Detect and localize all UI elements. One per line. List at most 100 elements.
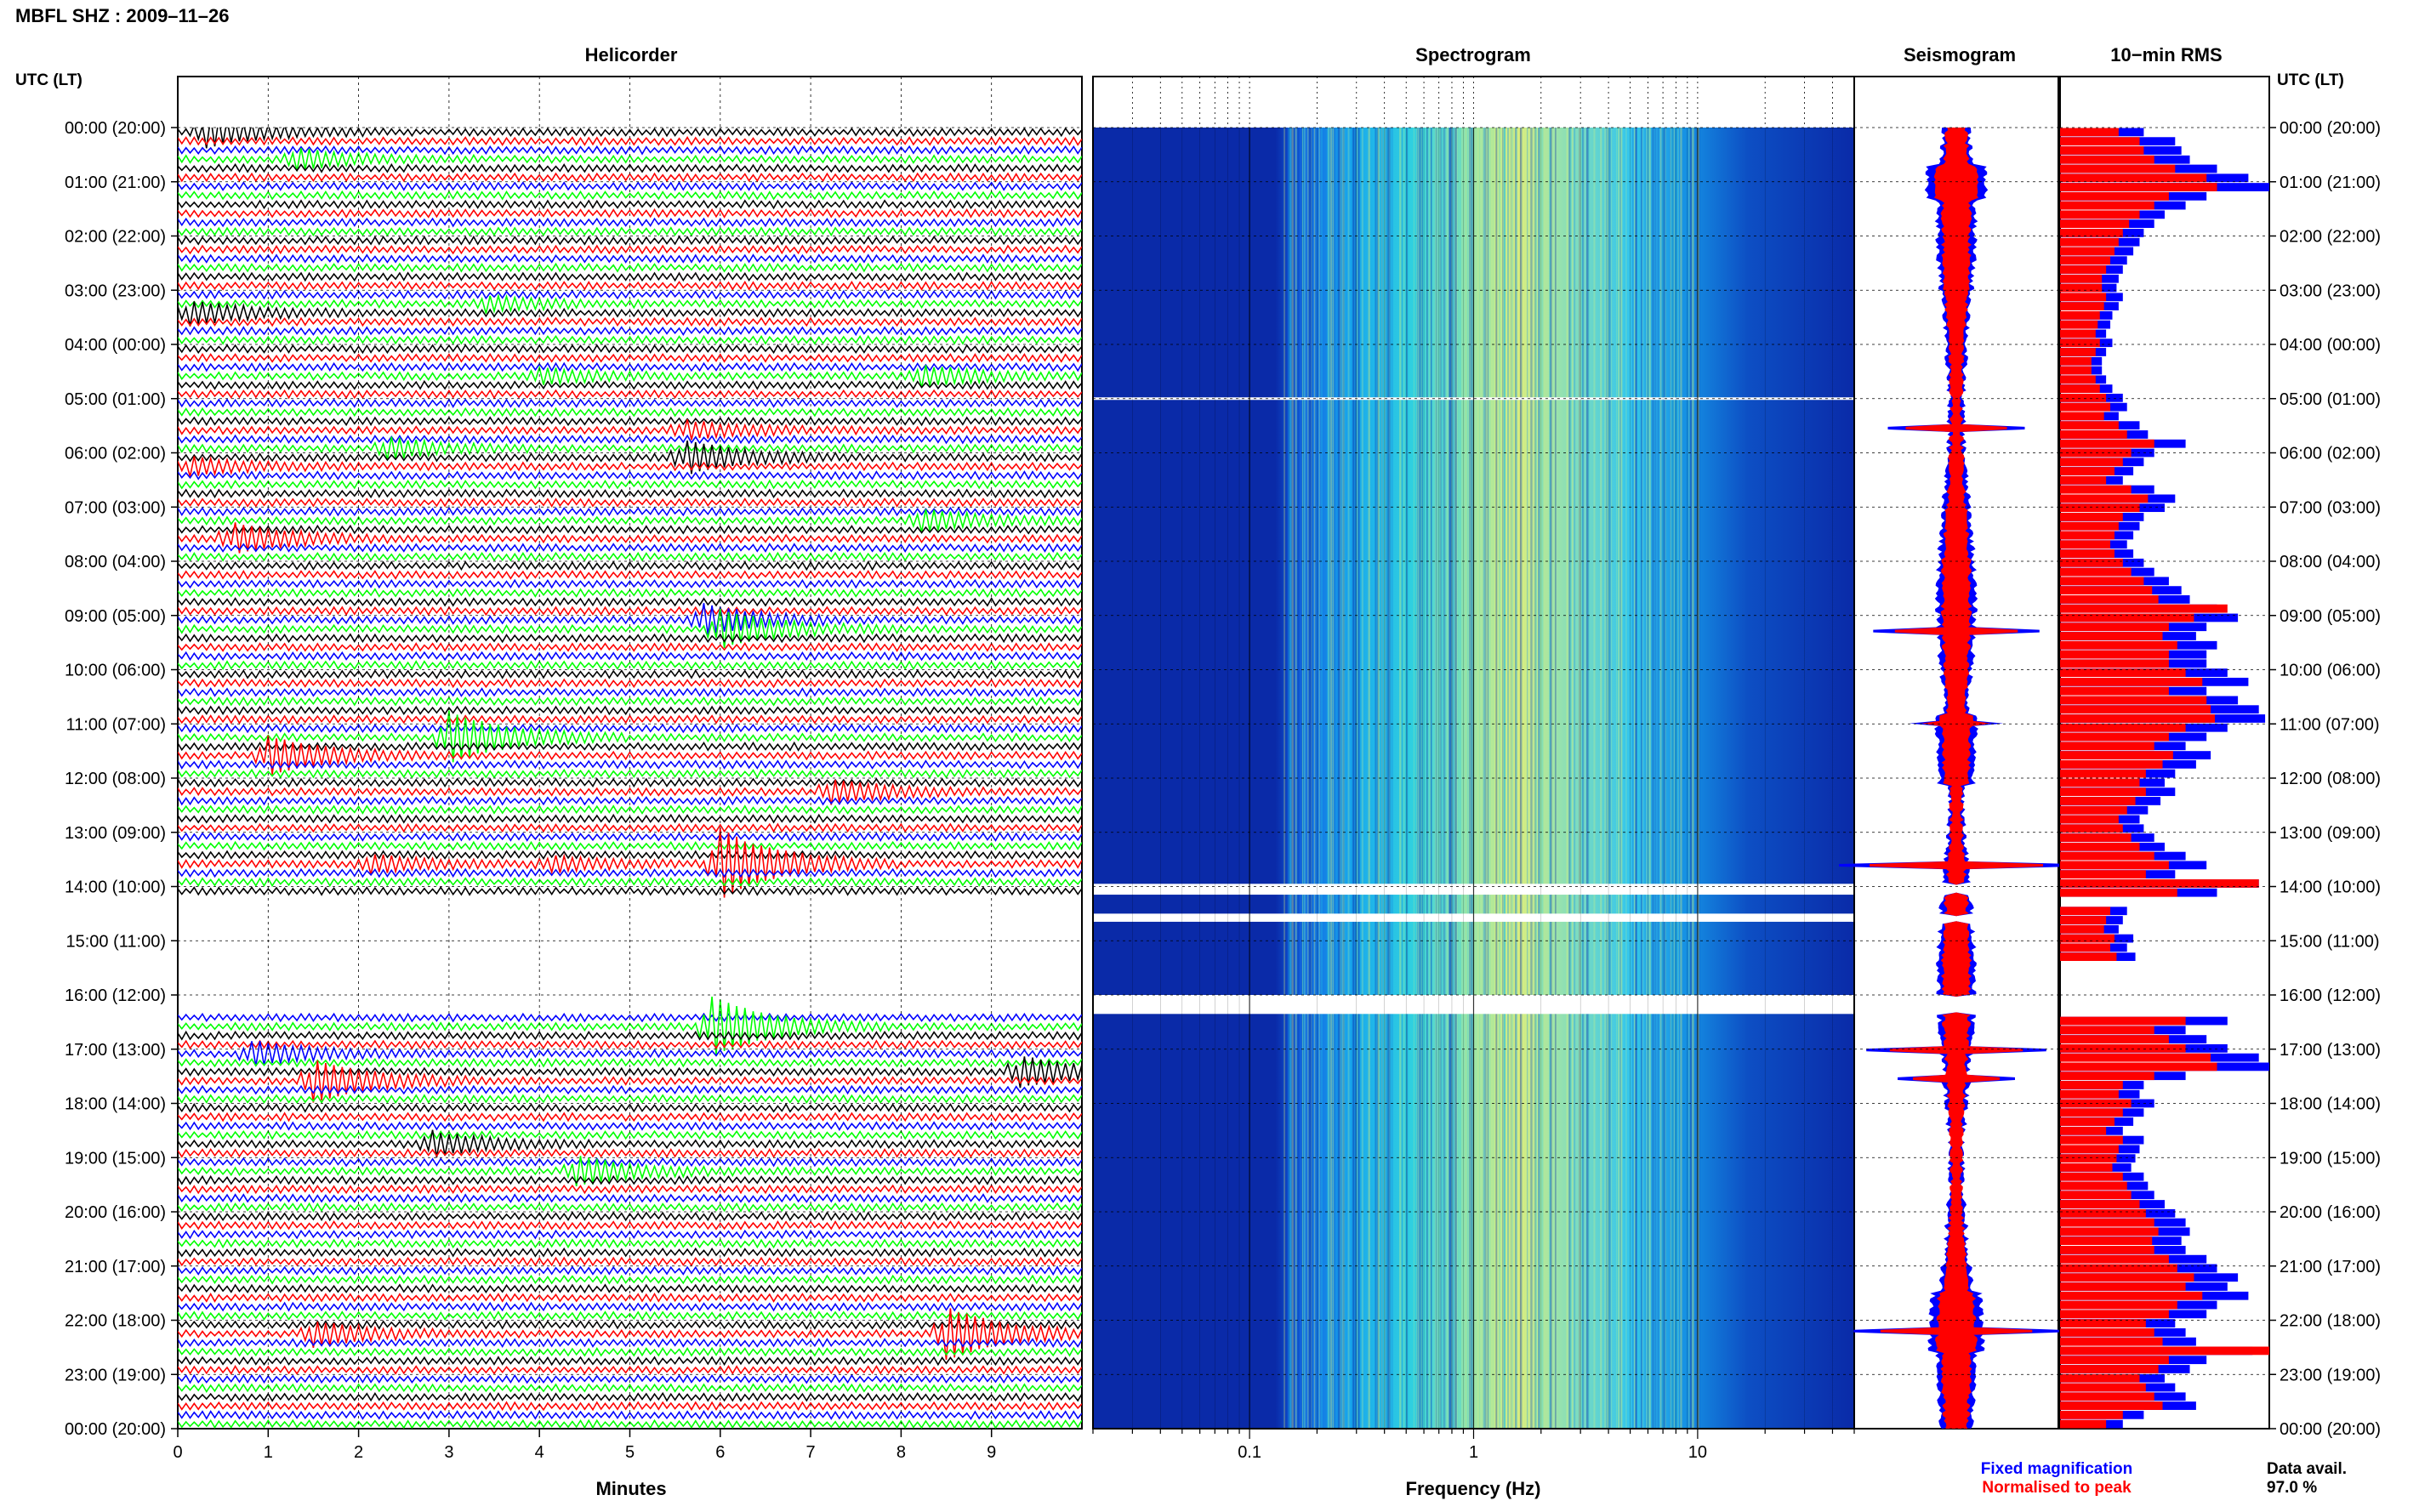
right-time-label: 12:00 (08:00) — [2280, 770, 2381, 788]
rms-bar-normalised — [2060, 320, 2098, 329]
helicorder-panel: 0 1 2 3 4 5 6 7 8 9 — [173, 76, 1083, 1462]
rms-bar-normalised — [2060, 128, 2119, 137]
rms-bar-normalised — [2060, 668, 2186, 677]
helicorder-trace — [178, 334, 1082, 345]
right-time-label: 11:00 (07:00) — [2280, 715, 2380, 734]
rms-bar-normalised — [2060, 1126, 2107, 1135]
helicorder-trace — [178, 1121, 1082, 1131]
rms-bar-normalised — [2060, 283, 2103, 293]
rms-bar-normalised — [2060, 1172, 2123, 1181]
left-time-label: 01:00 (21:00) — [65, 173, 166, 192]
helicorder-trace — [178, 1274, 1082, 1285]
rms-bar-normalised — [2060, 769, 2146, 778]
rms-bar-normalised — [2060, 1346, 2269, 1356]
rms-bar-normalised — [2060, 348, 2096, 356]
rms-bar-normalised — [2060, 356, 2092, 366]
rms-bar-normalised — [2060, 540, 2111, 549]
rms-bar-normalised — [2060, 1099, 2132, 1108]
rms-bar-normalised — [2060, 567, 2132, 577]
rms-bar-normalised — [2060, 329, 2096, 338]
right-time-label: 00:00 (20:00) — [2280, 119, 2381, 138]
rms-bar-normalised — [2060, 1016, 2186, 1026]
rms-bar-normalised — [2060, 439, 2154, 448]
rms-bar-normalised — [2060, 1181, 2127, 1191]
panel-title-seismogram: Seismogram — [1904, 44, 2016, 65]
rms-bar-normalised — [2060, 155, 2154, 164]
left-time-label: 18:00 (14:00) — [65, 1095, 166, 1114]
rms-bar-normalised — [2060, 531, 2114, 540]
helicorder-trace — [178, 162, 1082, 173]
helicorder-trace — [178, 316, 1082, 327]
rms-bar-normalised — [2060, 366, 2092, 375]
rms-bar-normalised — [2060, 924, 2104, 934]
helicorder-trace — [178, 1156, 1082, 1187]
helicorder-trace — [178, 1040, 1082, 1066]
helicorder-trace — [178, 244, 1082, 255]
rms-bar-normalised — [2060, 1135, 2123, 1145]
rms-bar-normalised — [2060, 412, 2104, 421]
helicorder-trace — [178, 488, 1082, 499]
right-time-label: 18:00 (14:00) — [2280, 1095, 2381, 1114]
rms-bar-normalised — [2060, 677, 2203, 686]
helicorder-trace — [178, 379, 1082, 390]
helicorder-trace — [178, 696, 1082, 707]
rms-panel — [2059, 76, 2270, 1430]
helicorder-trace — [178, 1102, 1082, 1113]
rms-bar-normalised — [2060, 558, 2123, 567]
rms-bar-normalised — [2060, 742, 2154, 751]
rms-bar-normalised — [2060, 1163, 2113, 1172]
rms-bar-normalised — [2060, 1026, 2154, 1035]
rms-bar-normalised — [2060, 1081, 2123, 1089]
spectrogram-panel: 0.1 1 10 — [1092, 76, 1855, 1462]
right-time-label: 17:00 (13:00) — [2280, 1041, 2381, 1060]
helicorder-trace — [178, 596, 1082, 607]
rms-bar-normalised — [2060, 759, 2163, 769]
rms-bar-normalised — [2060, 1254, 2169, 1264]
data-avail-label: Data avail. — [2267, 1460, 2347, 1478]
helicorder-trace — [178, 560, 1082, 571]
rms-bar-normalised — [2060, 210, 2140, 219]
rms-bar-normalised — [2060, 1319, 2146, 1327]
rms-bar-normalised — [2060, 467, 2114, 475]
helicorder-trace — [178, 128, 1082, 149]
helicorder-trace — [178, 1012, 1082, 1023]
rms-bar-normalised — [2060, 943, 2111, 952]
helicorder-trace — [178, 1147, 1082, 1158]
helicorder-trace — [178, 1111, 1082, 1123]
rms-bar-normalised — [2060, 861, 2169, 870]
helicorder-trace — [178, 780, 1082, 805]
helicorder-trace — [178, 1256, 1082, 1267]
rms-bar-normalised — [2060, 1310, 2169, 1319]
helicorder-trace — [178, 1084, 1082, 1095]
rms-bar-normalised — [2060, 604, 2228, 613]
rms-bar-normalised — [2060, 640, 2177, 650]
spectrogram-x-tick-label: 10 — [1688, 1443, 1707, 1462]
left-time-label: 02:00 (22:00) — [65, 228, 166, 247]
rms-bar-normalised — [2060, 173, 2207, 183]
helicorder-trace — [178, 262, 1082, 273]
helicorder-trace — [178, 479, 1082, 490]
rms-bar-normalised — [2060, 1383, 2146, 1392]
helicorder-trace — [178, 1030, 1082, 1041]
rms-bar-normalised — [2060, 164, 2176, 173]
rms-bar-normalised — [2060, 1227, 2159, 1236]
panel-title-helicorder: Helicorder — [585, 44, 678, 65]
rms-bar-normalised — [2060, 842, 2140, 851]
rms-bar-normalised — [2060, 338, 2100, 348]
helicorder-x-tick-label: 6 — [715, 1443, 725, 1462]
helicorder-x-tick-label: 0 — [173, 1443, 182, 1462]
rms-bar-normalised — [2060, 237, 2119, 247]
helicorder-trace — [178, 1410, 1082, 1420]
rms-bar-normalised — [2060, 302, 2104, 310]
helicorder-x-tick-label: 9 — [987, 1443, 996, 1462]
helicorder-trace — [178, 389, 1082, 400]
left-time-label: 06:00 (02:00) — [65, 445, 166, 463]
helicorder-trace — [178, 293, 1082, 314]
left-time-label: 09:00 (05:00) — [65, 607, 166, 626]
data-avail-value: 97.0 % — [2267, 1479, 2317, 1497]
rms-bar-normalised — [2060, 1236, 2153, 1246]
left-axis-label: UTC (LT) — [15, 71, 83, 89]
helicorder-trace — [178, 353, 1082, 363]
rms-bar-normalised — [2060, 1035, 2169, 1043]
panel-title-rms: 10−min RMS — [2110, 44, 2222, 65]
